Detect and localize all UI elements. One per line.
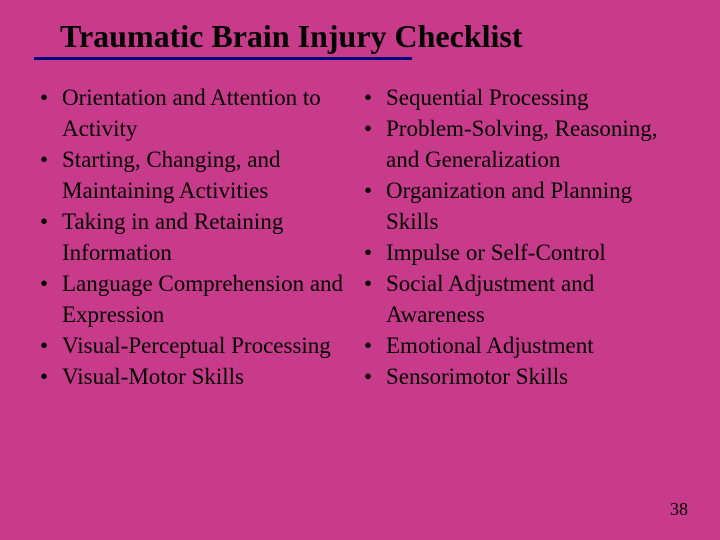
- list-item: Emotional Adjustment: [364, 330, 680, 361]
- list-item: Visual-Motor Skills: [40, 361, 356, 392]
- list-item: Sensorimotor Skills: [364, 361, 680, 392]
- list-item: Language Comprehension and Expression: [40, 268, 356, 330]
- list-item: Starting, Changing, and Maintaining Acti…: [40, 144, 356, 206]
- list-item: Problem-Solving, Reasoning, and Generali…: [364, 113, 680, 175]
- right-column: Sequential Processing Problem-Solving, R…: [360, 82, 680, 392]
- slide-container: Traumatic Brain Injury Checklist Orienta…: [0, 0, 720, 540]
- left-column: Orientation and Attention to Activity St…: [40, 82, 360, 392]
- list-item: Orientation and Attention to Activity: [40, 82, 356, 144]
- list-item: Taking in and Retaining Information: [40, 206, 356, 268]
- content-columns: Orientation and Attention to Activity St…: [40, 82, 680, 392]
- page-number: 38: [670, 499, 688, 520]
- list-item: Impulse or Self-Control: [364, 237, 680, 268]
- list-item: Sequential Processing: [364, 82, 680, 113]
- right-list: Sequential Processing Problem-Solving, R…: [364, 82, 680, 392]
- list-item: Social Adjustment and Awareness: [364, 268, 680, 330]
- list-item: Organization and Planning Skills: [364, 175, 680, 237]
- slide-title: Traumatic Brain Injury Checklist: [60, 18, 680, 55]
- list-item: Visual-Perceptual Processing: [40, 330, 356, 361]
- left-list: Orientation and Attention to Activity St…: [40, 82, 356, 392]
- title-underline: [34, 57, 412, 60]
